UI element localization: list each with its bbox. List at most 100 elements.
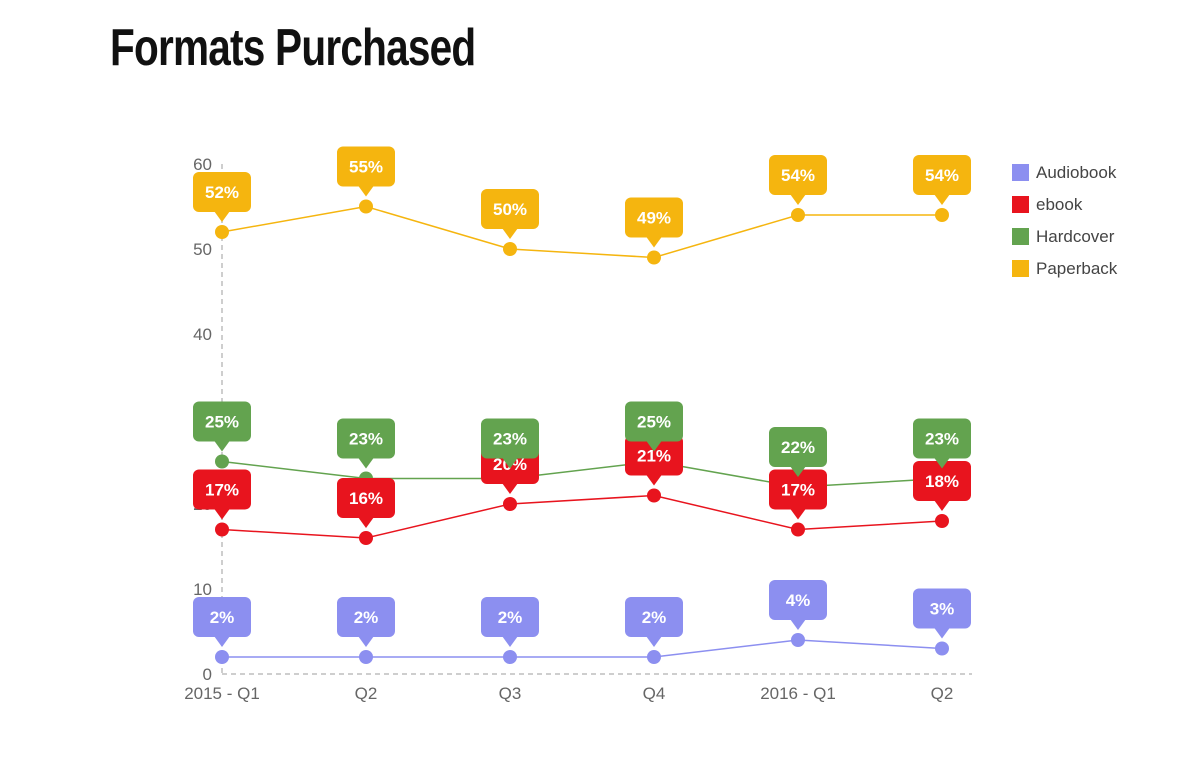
data-label: 55% bbox=[337, 146, 395, 197]
data-label-text: 50% bbox=[493, 200, 527, 219]
data-label: 2% bbox=[193, 597, 251, 647]
data-label-bubble bbox=[769, 427, 827, 467]
data-point bbox=[359, 199, 373, 214]
series-points bbox=[215, 199, 949, 664]
legend-label: Paperback bbox=[1036, 259, 1118, 278]
legend-swatch bbox=[1012, 164, 1029, 181]
data-label-pointer bbox=[502, 457, 518, 469]
data-label-bubble bbox=[481, 418, 539, 459]
data-label-text: 18% bbox=[925, 472, 959, 491]
data-label-text: 22% bbox=[781, 438, 815, 457]
data-label: 22% bbox=[769, 427, 827, 477]
data-label-text: 17% bbox=[781, 481, 815, 500]
data-label-text: 52% bbox=[205, 183, 239, 202]
data-label-pointer bbox=[214, 440, 230, 452]
data-label-bubble bbox=[769, 155, 827, 195]
data-label-text: 55% bbox=[349, 158, 383, 177]
data-label-pointer bbox=[214, 211, 230, 222]
data-label-text: 54% bbox=[925, 166, 959, 185]
data-label-pointer bbox=[646, 474, 662, 486]
data-label: 17% bbox=[193, 469, 251, 520]
data-label-pointer bbox=[646, 236, 662, 248]
data-point bbox=[359, 531, 373, 545]
data-label-pointer bbox=[358, 636, 374, 647]
data-label-bubble bbox=[913, 418, 971, 459]
data-point bbox=[647, 650, 661, 664]
series-line bbox=[221, 205, 942, 259]
data-label-bubble bbox=[193, 469, 251, 510]
data-label: 18% bbox=[913, 461, 971, 511]
series-line bbox=[221, 494, 943, 539]
data-label-text: 3% bbox=[930, 600, 955, 619]
data-label-pointer bbox=[934, 457, 950, 469]
data-point bbox=[791, 522, 805, 537]
data-labels: 2%2%2%2%4%3%17%16%20%21%17%18%25%23%23%2… bbox=[193, 146, 971, 647]
data-label: 21% bbox=[625, 435, 683, 486]
data-label-pointer bbox=[646, 440, 662, 452]
data-label: 25% bbox=[625, 401, 683, 452]
data-label: 2% bbox=[337, 597, 395, 647]
data-point bbox=[503, 242, 517, 256]
data-point bbox=[647, 250, 661, 265]
series-line bbox=[221, 460, 943, 488]
y-tick-label: 10 bbox=[193, 580, 212, 599]
data-point bbox=[503, 650, 517, 664]
data-label-text: 25% bbox=[637, 413, 671, 432]
data-label-pointer bbox=[502, 636, 518, 647]
data-label-pointer bbox=[358, 457, 374, 469]
data-label-bubble bbox=[625, 435, 683, 476]
data-label-bubble bbox=[337, 597, 395, 637]
legend-swatch bbox=[1012, 228, 1029, 245]
data-label-text: 17% bbox=[205, 481, 239, 500]
data-label-pointer bbox=[214, 508, 230, 520]
series-line bbox=[222, 639, 943, 658]
y-tick-label: 60 bbox=[193, 155, 212, 174]
data-label-pointer bbox=[646, 636, 662, 647]
x-tick-label: 2016 - Q1 bbox=[760, 684, 836, 703]
data-label-bubble bbox=[625, 401, 683, 442]
data-label-text: 2% bbox=[642, 608, 667, 627]
page-title: Formats Purchased bbox=[110, 19, 476, 77]
data-label-pointer bbox=[502, 483, 518, 494]
data-label-pointer bbox=[934, 500, 950, 511]
x-tick-label: Q3 bbox=[499, 684, 522, 703]
data-point bbox=[359, 650, 373, 664]
data-label-text: 2% bbox=[354, 608, 379, 627]
data-label-bubble bbox=[193, 597, 251, 637]
series-lines bbox=[221, 205, 943, 658]
data-point bbox=[791, 208, 805, 222]
data-label: 50% bbox=[481, 189, 539, 239]
data-label-pointer bbox=[214, 636, 230, 647]
data-label-text: 21% bbox=[637, 447, 671, 466]
legend-label: Hardcover bbox=[1036, 227, 1115, 246]
data-point bbox=[935, 514, 949, 528]
data-point bbox=[791, 633, 805, 647]
data-label-pointer bbox=[358, 185, 374, 197]
data-label-pointer bbox=[790, 508, 806, 520]
data-label-bubble bbox=[481, 597, 539, 637]
x-tick-label: Q2 bbox=[355, 684, 378, 703]
data-label-bubble bbox=[481, 189, 539, 229]
data-label-pointer bbox=[790, 619, 806, 630]
legend-label: Audiobook bbox=[1036, 163, 1117, 182]
legend-swatch bbox=[1012, 260, 1029, 277]
data-label-bubble bbox=[913, 155, 971, 195]
data-label: 23% bbox=[337, 418, 395, 469]
data-label-pointer bbox=[934, 194, 950, 205]
data-point bbox=[215, 225, 229, 239]
data-label-pointer bbox=[934, 627, 950, 639]
legend-label: ebook bbox=[1036, 195, 1083, 214]
data-label: 25% bbox=[193, 401, 251, 452]
data-label-bubble bbox=[337, 478, 395, 518]
data-label-pointer bbox=[358, 517, 374, 528]
data-point bbox=[503, 497, 517, 511]
data-label-text: 49% bbox=[637, 209, 671, 228]
y-tick-label: 40 bbox=[193, 325, 212, 344]
data-label-pointer bbox=[790, 194, 806, 205]
data-label: 17% bbox=[769, 469, 827, 520]
data-label: 16% bbox=[337, 478, 395, 528]
data-label-text: 16% bbox=[349, 489, 383, 508]
data-label-bubble bbox=[913, 588, 971, 629]
